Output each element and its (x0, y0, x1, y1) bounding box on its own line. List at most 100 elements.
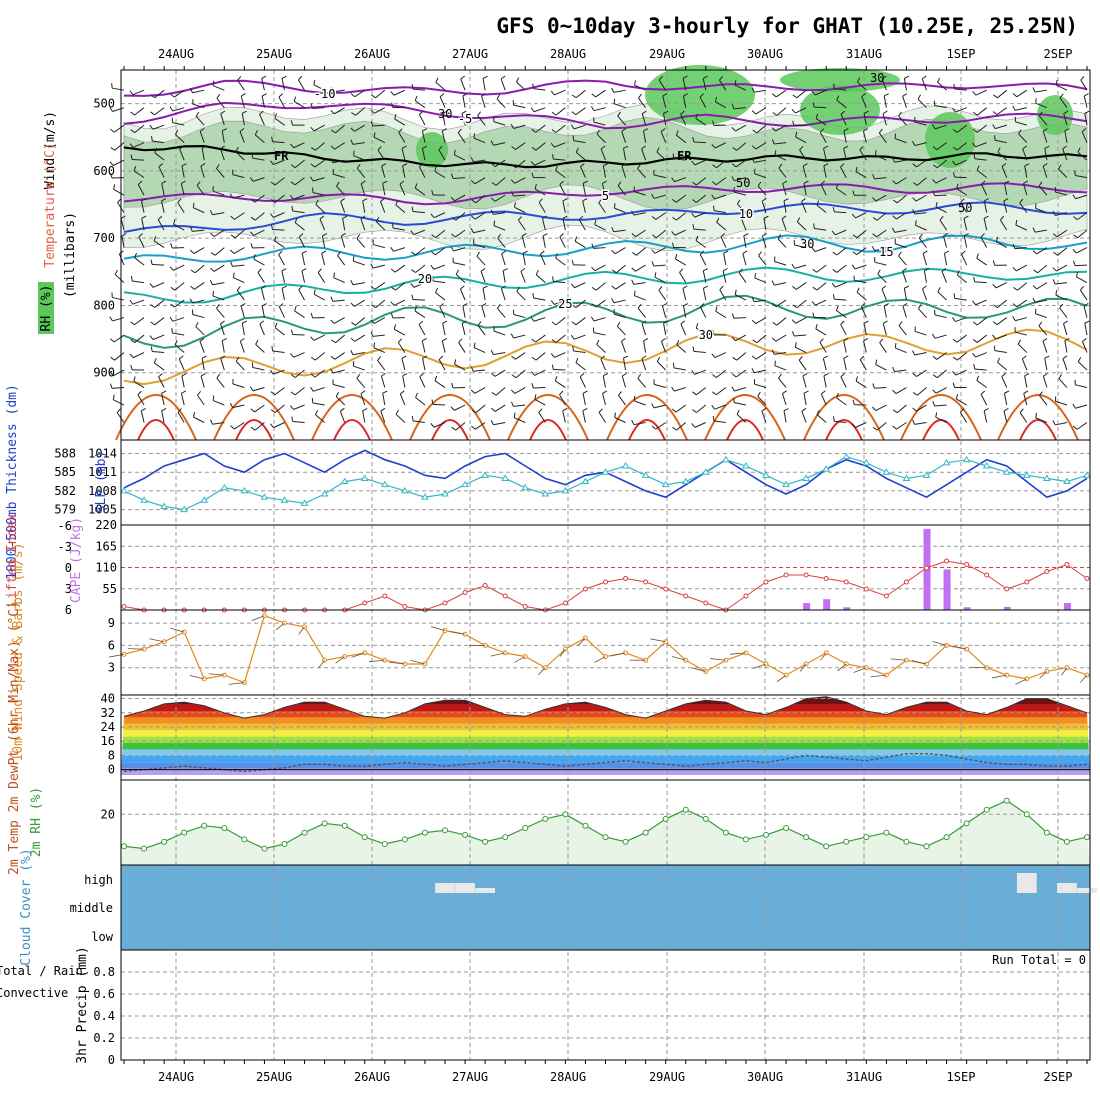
rh2m-marker (923, 843, 930, 850)
wind-barb (834, 282, 847, 288)
wind-barb (254, 404, 265, 413)
wind-barb-feather (249, 386, 254, 392)
wind-barb-feather (931, 124, 936, 130)
wind-barb (113, 369, 125, 377)
wind-barb-feather (189, 249, 195, 254)
wind-barb-feather (774, 150, 777, 156)
wind-barb-feather (109, 161, 114, 166)
wind-barb (573, 350, 586, 354)
wind-barb-feather (859, 355, 865, 361)
wind-barb (173, 223, 185, 231)
top-date-label: 2SEP (1044, 47, 1073, 61)
wind-barb-feather (398, 128, 403, 133)
wind-barb (412, 211, 425, 214)
wind-barb (995, 334, 1007, 340)
wind-barb-feather (722, 268, 728, 272)
wind-barb-feather (530, 107, 535, 113)
wind-barb (754, 89, 767, 93)
surface-wind-barb (368, 659, 385, 662)
wind-barb (414, 310, 426, 318)
wind-barb (621, 375, 627, 388)
wind-barb (859, 359, 867, 371)
wind-barb (554, 142, 566, 148)
wind-barb (252, 177, 265, 182)
wind-barb (294, 222, 305, 231)
wind-barb-feather (514, 202, 516, 208)
wind-barb-feather (390, 313, 394, 319)
wind-barb (293, 142, 305, 149)
wind-barb-feather (380, 198, 385, 202)
wind-barb-feather (999, 215, 1005, 221)
wind-barb (216, 168, 225, 178)
slp-marker (942, 458, 951, 466)
wind-barb-feather (815, 113, 819, 119)
wind-barb-feather (439, 303, 444, 308)
wind-barb-feather (580, 163, 585, 168)
wind-barb-feather (240, 93, 246, 97)
wind-barb-feather (470, 228, 474, 233)
wind-barb (1075, 194, 1088, 200)
wind-barb-feather (336, 181, 340, 187)
rh2m-marker (983, 806, 990, 813)
wind-barb-feather (313, 79, 316, 85)
wind-barb-feather (562, 198, 568, 202)
wind-barb-feather (470, 366, 474, 372)
wind-barb-feather (992, 260, 996, 266)
wind-barb-feather (235, 356, 240, 362)
wind-barb-feather (399, 180, 405, 185)
wind-barb-feather (271, 136, 274, 142)
wind-barb-feather (918, 304, 922, 309)
wind-barb-feather (310, 176, 314, 182)
wind-barb (236, 290, 245, 301)
lifted-index-marker (623, 576, 629, 581)
wind-barb-feather (662, 93, 668, 97)
wind-barb (161, 183, 165, 196)
rh-contour-label: 50 (736, 176, 750, 190)
wind-barb-feather (1080, 285, 1085, 291)
wind-barb (735, 294, 747, 301)
wind-barb (654, 276, 666, 284)
wind-barb-feather (158, 373, 163, 378)
wind-tick-label: 3 (108, 661, 115, 675)
wind-barb-feather (457, 128, 462, 134)
bottom-date-label: 30AUG (747, 1070, 783, 1084)
wind-barb-feather (170, 286, 176, 291)
wind-barb (861, 96, 867, 108)
isotherm-label: 10 (739, 207, 753, 221)
cape-bar (963, 607, 971, 610)
wind-barb-feather (250, 408, 255, 413)
wind-barb (636, 247, 646, 256)
wind-barb (840, 166, 847, 178)
rh2m-marker (361, 834, 368, 841)
wind-barb-feather (356, 163, 361, 169)
wind-barb-feather (161, 408, 167, 412)
wind-barb-feather (831, 230, 836, 236)
top-date-label: 31AUG (846, 47, 882, 61)
wind-barb-feather (240, 337, 245, 342)
wind-barb (634, 84, 646, 91)
wind-barb (922, 288, 927, 301)
wind-barb (699, 306, 707, 318)
lifted-index-marker (984, 572, 990, 578)
wind-barb-feather (912, 407, 917, 412)
wind-barb (943, 235, 948, 248)
wind-barb (152, 124, 165, 130)
wind-barb (816, 282, 827, 291)
wind-barb (937, 369, 947, 379)
wind-barb (836, 247, 847, 256)
wind-barb (834, 420, 847, 424)
wind-barb (161, 393, 165, 406)
lifted-index-marker (1064, 562, 1070, 567)
wind-barb-feather (672, 153, 675, 159)
wind-barb-feather (270, 199, 276, 203)
wind-barb-feather (819, 338, 824, 343)
wind-barb (874, 177, 887, 180)
wind-barb (797, 221, 807, 231)
wind-barb (334, 107, 345, 115)
wind-barb-feather (711, 120, 715, 126)
wind-barb (735, 159, 747, 168)
rh-contour-label: 30 (438, 107, 452, 121)
wind-barb (294, 387, 305, 396)
wind-barb-feather (802, 372, 808, 377)
wind-barb (260, 288, 265, 301)
